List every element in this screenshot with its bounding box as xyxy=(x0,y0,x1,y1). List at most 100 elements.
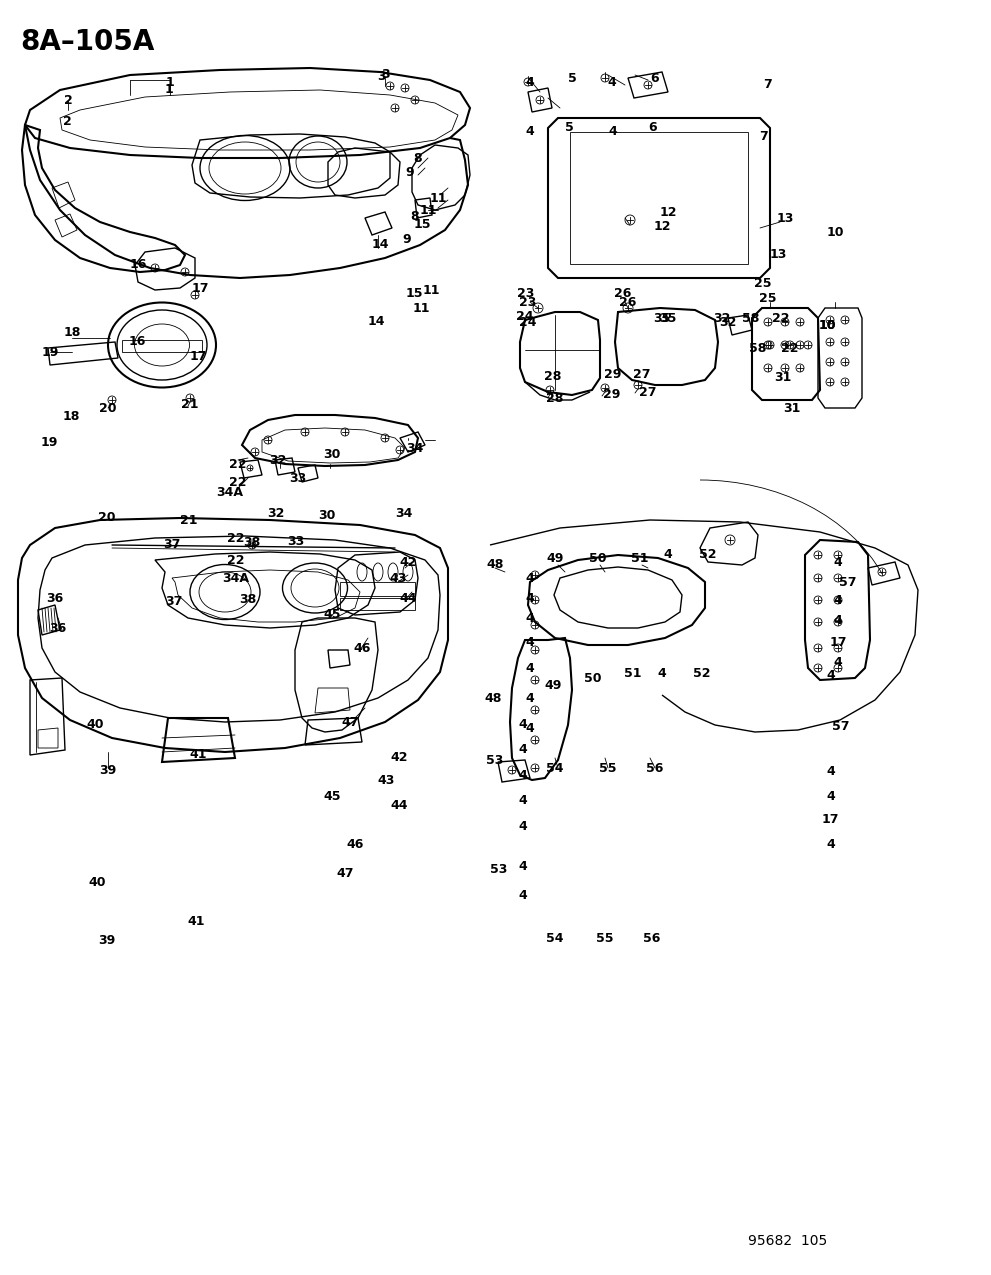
Text: 4: 4 xyxy=(525,571,534,584)
Text: 17: 17 xyxy=(191,282,209,295)
Text: 17: 17 xyxy=(822,813,839,826)
Text: 3: 3 xyxy=(378,70,385,83)
Text: 57: 57 xyxy=(839,575,857,589)
Text: 52: 52 xyxy=(700,548,716,561)
Text: 3: 3 xyxy=(381,69,389,82)
Text: 34A: 34A xyxy=(222,572,250,585)
Text: 4: 4 xyxy=(833,655,842,668)
Text: 26: 26 xyxy=(613,287,631,300)
Text: 8: 8 xyxy=(410,210,418,223)
Text: 28: 28 xyxy=(546,391,564,404)
Text: 4: 4 xyxy=(833,556,842,569)
Text: 22: 22 xyxy=(781,342,799,354)
Text: 51: 51 xyxy=(623,667,641,680)
Text: 4: 4 xyxy=(519,794,527,807)
Text: 11: 11 xyxy=(412,302,430,315)
Text: 4: 4 xyxy=(519,769,527,782)
Text: 32: 32 xyxy=(270,454,286,467)
Text: 42: 42 xyxy=(390,751,408,764)
Text: 4: 4 xyxy=(525,722,534,734)
Text: 5: 5 xyxy=(568,71,577,84)
Text: 54: 54 xyxy=(546,932,564,945)
Text: 43: 43 xyxy=(389,571,406,584)
Text: 21: 21 xyxy=(181,399,199,412)
Text: 9: 9 xyxy=(402,233,410,246)
Text: 24: 24 xyxy=(516,310,534,323)
Text: 55: 55 xyxy=(600,761,616,774)
Text: 37: 37 xyxy=(164,538,180,552)
Text: 4: 4 xyxy=(519,889,527,901)
Text: 40: 40 xyxy=(86,719,104,732)
Text: 95682  105: 95682 105 xyxy=(748,1234,827,1248)
Text: 32: 32 xyxy=(267,507,284,520)
Text: 9: 9 xyxy=(405,166,414,178)
Text: 47: 47 xyxy=(336,867,354,880)
Text: 12: 12 xyxy=(653,221,671,233)
Text: 11: 11 xyxy=(422,284,440,297)
Text: 7: 7 xyxy=(764,79,772,92)
Text: 31: 31 xyxy=(774,371,792,384)
Text: 49: 49 xyxy=(544,680,562,692)
Text: 4: 4 xyxy=(519,743,527,756)
Text: 22: 22 xyxy=(227,555,245,567)
Text: 43: 43 xyxy=(378,774,395,787)
Text: 11: 11 xyxy=(419,204,437,217)
Text: 2: 2 xyxy=(63,93,72,107)
Text: 6: 6 xyxy=(651,71,659,84)
Text: 34: 34 xyxy=(406,441,424,454)
Text: 12: 12 xyxy=(659,205,677,218)
Text: 4: 4 xyxy=(519,718,527,731)
Text: 4: 4 xyxy=(826,838,834,850)
Text: 4: 4 xyxy=(525,635,534,649)
Text: 25: 25 xyxy=(759,292,777,305)
Text: 34A: 34A xyxy=(216,486,244,499)
Text: 4: 4 xyxy=(526,125,534,138)
Text: 46: 46 xyxy=(346,838,364,850)
Text: 50: 50 xyxy=(590,552,606,565)
Text: 40: 40 xyxy=(88,876,106,889)
Text: 29: 29 xyxy=(604,389,620,402)
Text: 4: 4 xyxy=(658,667,666,680)
Text: 37: 37 xyxy=(165,595,182,608)
Text: 35: 35 xyxy=(653,312,671,325)
Text: 48: 48 xyxy=(485,692,502,705)
Text: 46: 46 xyxy=(354,641,371,654)
Text: 4: 4 xyxy=(833,613,842,626)
Text: 4: 4 xyxy=(525,592,534,604)
Text: 4: 4 xyxy=(607,75,616,88)
Text: 28: 28 xyxy=(544,370,562,382)
Text: 35: 35 xyxy=(659,311,677,325)
Text: 10: 10 xyxy=(826,226,843,238)
Text: 53: 53 xyxy=(490,863,507,876)
Text: 22: 22 xyxy=(229,459,247,472)
Text: 16: 16 xyxy=(129,259,147,272)
Text: 15: 15 xyxy=(405,287,423,300)
Text: 47: 47 xyxy=(341,715,359,728)
Text: 57: 57 xyxy=(831,720,849,733)
Text: 44: 44 xyxy=(390,799,408,812)
Text: 55: 55 xyxy=(596,932,613,945)
Text: 49: 49 xyxy=(546,552,564,565)
Text: 4: 4 xyxy=(525,662,534,674)
Text: 4: 4 xyxy=(519,820,527,833)
Text: 10: 10 xyxy=(819,319,836,332)
Text: 25: 25 xyxy=(754,277,772,289)
Text: 54: 54 xyxy=(546,761,564,774)
Text: 38: 38 xyxy=(239,593,257,606)
Text: 27: 27 xyxy=(639,385,657,399)
Text: 23: 23 xyxy=(516,287,534,300)
Text: 4: 4 xyxy=(826,765,834,778)
Text: 1: 1 xyxy=(165,83,172,96)
Text: 26: 26 xyxy=(619,296,636,309)
Text: 13: 13 xyxy=(769,249,787,261)
Text: 6: 6 xyxy=(648,121,656,134)
Text: 15: 15 xyxy=(413,218,431,232)
Text: 45: 45 xyxy=(323,608,341,621)
Text: 4: 4 xyxy=(608,125,616,138)
Text: 33: 33 xyxy=(289,472,306,484)
Text: 4: 4 xyxy=(826,669,834,682)
Text: 19: 19 xyxy=(42,346,58,358)
Text: 27: 27 xyxy=(633,368,651,381)
Text: 53: 53 xyxy=(487,754,503,766)
Text: 38: 38 xyxy=(244,536,261,548)
